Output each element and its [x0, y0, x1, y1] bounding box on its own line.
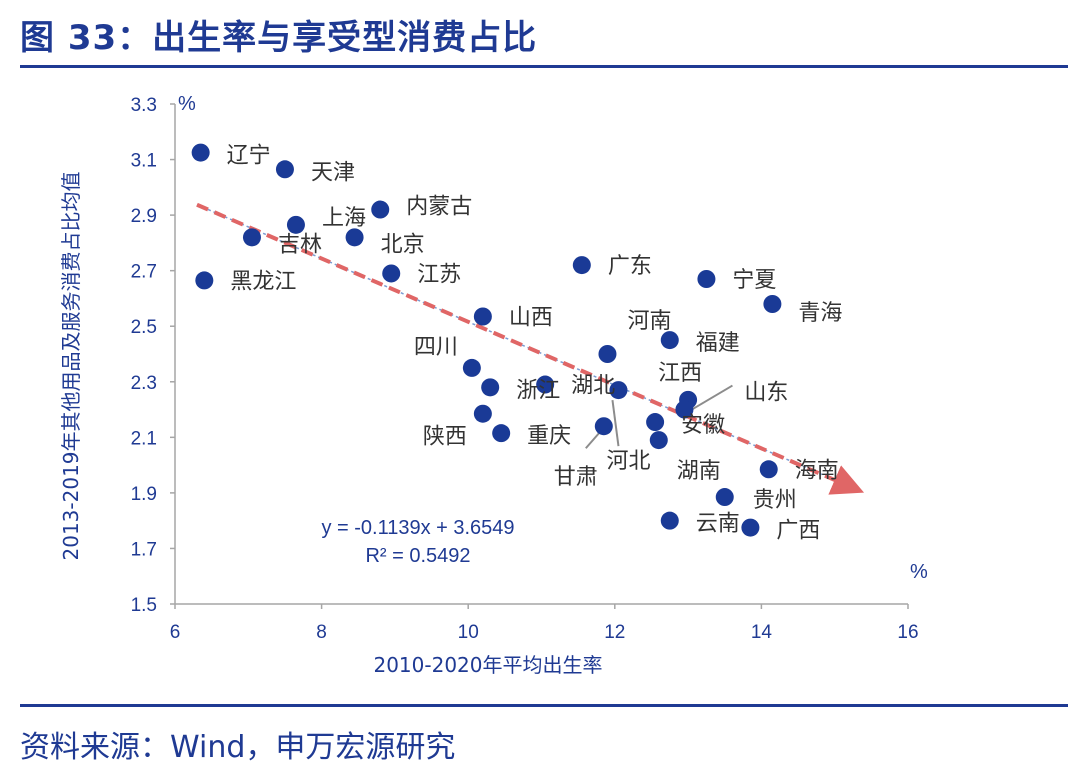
source-note: 资料来源：Wind，申万宏源研究: [20, 730, 456, 765]
y-tick-label: 2.1: [131, 428, 157, 449]
data-point: [675, 400, 694, 419]
data-point: [609, 381, 628, 400]
trend-r-squared: R² = 0.5492: [365, 545, 470, 567]
point-label: 广西: [776, 519, 820, 544]
point-label: 北京: [381, 232, 425, 257]
data-point: [242, 228, 261, 247]
data-point: [481, 378, 500, 397]
source-divider: [20, 704, 1068, 707]
data-point: [649, 431, 668, 450]
point-label: 陕西: [423, 425, 467, 450]
trendline-arrow: [196, 202, 865, 495]
leader-line: [687, 384, 733, 413]
x-tick-label: 8: [316, 622, 327, 643]
point-label: 内蒙古: [406, 195, 472, 220]
y-tick-label: 3.3: [131, 95, 157, 116]
data-point: [371, 200, 390, 219]
data-point: [275, 160, 294, 179]
data-point: [763, 295, 782, 313]
point-label: 湖北: [571, 374, 615, 399]
data-point: [286, 215, 305, 234]
data-point: [473, 404, 492, 423]
data-point: [594, 417, 613, 436]
point-label: 浙江: [516, 378, 560, 403]
y-unit-label: %: [178, 93, 196, 115]
y-axis-title: 2013-2019年其他用品及服务消费占比均值: [59, 171, 83, 560]
tick-labels: 1.5 1.7 1.9 2.1 2.3 2.5 2.7 2.9 3.1 3.3 6 8 10 12 14 16: [131, 95, 919, 643]
point-label: 广东: [608, 254, 652, 279]
point-label: 辽宁: [227, 144, 271, 169]
point-label: 重庆: [527, 424, 571, 449]
point-label: 青海: [798, 301, 842, 326]
data-point: [191, 143, 210, 162]
point-label: 四川: [414, 335, 458, 360]
data-point: [492, 424, 511, 443]
leader-line: [585, 431, 601, 449]
point-label: 黑龙江: [230, 269, 296, 294]
y-tick-label: 1.9: [131, 484, 157, 505]
x-tick-label: 12: [604, 622, 625, 643]
point-label: 江苏: [417, 262, 461, 287]
point-label: 吉林: [278, 232, 322, 257]
axes: [170, 103, 909, 609]
y-tick-label: 2.7: [131, 262, 157, 283]
y-tick-label: 2.9: [131, 206, 157, 227]
x-unit-label: %: [910, 561, 928, 583]
x-axis-title: 2010-2020年平均出生率: [373, 653, 602, 677]
x-tick-label: 10: [458, 622, 479, 643]
point-label: 云南: [696, 512, 740, 537]
data-point: [382, 264, 401, 283]
title-divider: [20, 65, 1068, 68]
data-point: [697, 270, 716, 288]
trendline: [196, 202, 865, 495]
leader-lines: [585, 384, 733, 449]
data-points: [191, 143, 782, 537]
point-label: 山西: [509, 306, 553, 331]
data-point: [741, 518, 760, 537]
trend-equation: y = -0.1139x + 3.6549: [321, 517, 514, 539]
x-tick-label: 6: [170, 622, 181, 643]
figure-title: 图 33：出生率与享受型消费占比: [20, 18, 538, 58]
scatter-chart: 1.5 1.7 1.9 2.1 2.3 2.5 2.7 2.9 3.1 3.3 6 8 10 12 14 16…: [59, 93, 928, 677]
data-point: [195, 271, 214, 290]
y-tick-label: 1.5: [131, 595, 157, 616]
point-label: 海南: [795, 458, 839, 483]
point-label: 河南: [627, 309, 671, 334]
y-tick-label: 1.7: [131, 539, 157, 560]
point-label: 福建: [696, 331, 740, 356]
point-label: 河北: [606, 449, 650, 474]
data-point: [572, 256, 591, 275]
point-label: 安徽: [681, 413, 725, 438]
point-label: 甘肃: [554, 465, 598, 490]
data-point: [598, 345, 617, 363]
data-point: [536, 375, 555, 394]
point-label: 宁夏: [732, 268, 776, 293]
point-label: 江西: [658, 361, 702, 386]
y-tick-label: 2.5: [131, 317, 157, 338]
data-point: [646, 413, 665, 432]
point-label: 山东: [744, 381, 788, 406]
point-label: 贵州: [753, 488, 797, 513]
x-tick-label: 16: [897, 622, 918, 643]
y-tick-label: 2.3: [131, 373, 157, 394]
data-point: [462, 358, 481, 377]
x-tick-label: 14: [751, 622, 773, 643]
data-point: [473, 307, 492, 326]
data-point: [345, 228, 364, 247]
point-label: 湖南: [677, 459, 721, 484]
data-point: [759, 460, 778, 479]
data-point: [660, 331, 679, 350]
point-label: 上海: [322, 206, 366, 231]
y-tick-label: 3.1: [131, 151, 157, 172]
data-point: [715, 488, 734, 507]
data-point: [660, 511, 679, 530]
point-label: 天津: [311, 160, 355, 185]
leader-line: [611, 399, 620, 447]
